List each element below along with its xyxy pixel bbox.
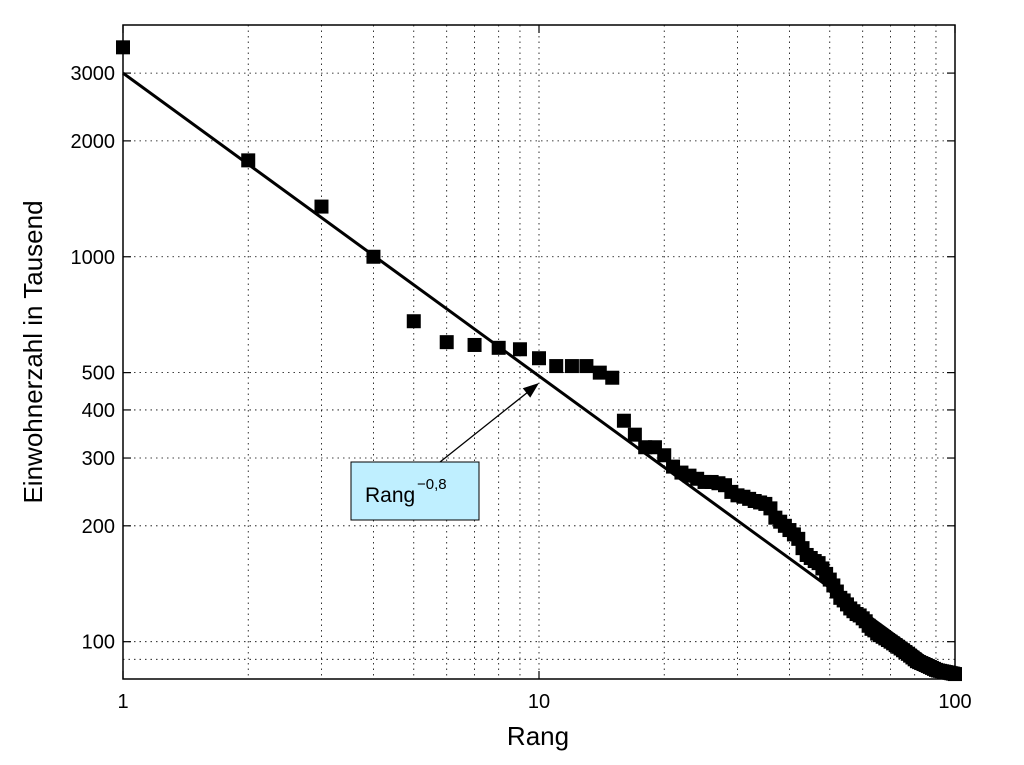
- data-point: [549, 359, 564, 374]
- data-point: [564, 359, 579, 374]
- annotation-box: [350, 461, 480, 521]
- grid: [123, 25, 955, 679]
- data-point: [657, 448, 672, 463]
- data-point: [467, 337, 482, 352]
- data-point: [439, 335, 454, 350]
- annotation-text: Rang: [365, 484, 415, 507]
- annotation-arrowhead: [522, 382, 539, 398]
- y-axis-label: Einwohnerzahl in Tausend: [18, 200, 48, 503]
- annotation-arrow-line: [439, 387, 534, 463]
- data-point: [314, 199, 329, 214]
- y-tick-label: 200: [82, 516, 115, 538]
- axis-ticks: 1 10 100 100 200 300 400 500 1000 2000 3000: [71, 25, 972, 713]
- y-tick-label: 300: [82, 448, 115, 470]
- y-tick-label: 400: [82, 400, 115, 422]
- x-axis-label: Rang: [507, 721, 569, 751]
- data-point: [627, 427, 642, 442]
- data-point: [532, 351, 546, 366]
- y-tick-label: 2000: [71, 131, 116, 153]
- data-point: [406, 314, 421, 329]
- x-tick-label: 100: [938, 691, 971, 713]
- data-point: [605, 370, 620, 385]
- y-tick-label: 3000: [71, 63, 116, 85]
- data-point: [616, 413, 631, 428]
- x-tick-label: 10: [528, 691, 550, 713]
- data-point: [241, 153, 256, 168]
- fit-line: [122, 71, 956, 681]
- y-tick-label: 500: [82, 363, 115, 385]
- annotation-superscript: −0,8: [417, 476, 447, 493]
- data-point: [592, 365, 607, 380]
- y-tick-label: 1000: [71, 247, 116, 269]
- data-point: [366, 249, 381, 264]
- data-point: [512, 342, 527, 357]
- fit-line-layer: [122, 71, 956, 681]
- annotation: Rang −0,8: [350, 382, 539, 521]
- data-point: [491, 340, 506, 355]
- x-tick-label: 1: [117, 691, 128, 713]
- y-tick-label: 100: [82, 632, 115, 654]
- data-point: [579, 359, 594, 374]
